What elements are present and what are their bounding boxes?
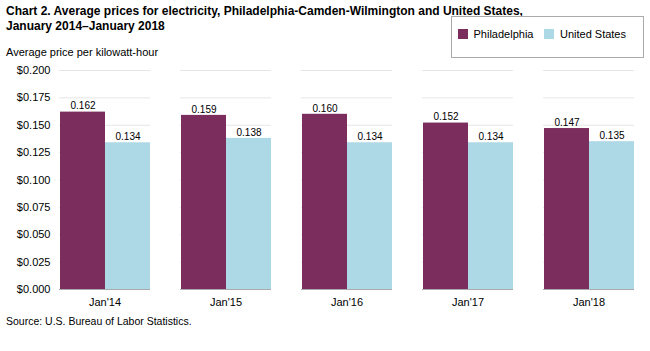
svg-text:0.134: 0.134 <box>357 131 382 142</box>
svg-text:0.147: 0.147 <box>554 117 579 128</box>
svg-text:$0.200: $0.200 <box>17 64 51 76</box>
svg-text:Jan'16: Jan'16 <box>331 296 363 308</box>
svg-text:0.162: 0.162 <box>70 100 95 111</box>
svg-text:0.160: 0.160 <box>312 103 337 114</box>
svg-text:$0.100: $0.100 <box>17 174 51 186</box>
svg-text:$0.125: $0.125 <box>17 146 51 158</box>
svg-text:$0.075: $0.075 <box>17 201 51 213</box>
svg-text:Jan'17: Jan'17 <box>452 296 484 308</box>
html-text:Source: U.S. Bureau of Labor S: Source: U.S. Bureau of Labor Statistics. <box>6 315 192 327</box>
svg-text:$0.150: $0.150 <box>17 119 51 131</box>
svg-text:$0.025: $0.025 <box>17 256 51 268</box>
svg-text:0.138: 0.138 <box>236 127 261 138</box>
svg-text:0.134: 0.134 <box>478 131 503 142</box>
svg-text:Jan'18: Jan'18 <box>573 296 605 308</box>
svg-text:0.135: 0.135 <box>599 130 624 141</box>
html-text:United States: United States <box>560 28 626 40</box>
svg-text:$0.175: $0.175 <box>17 91 51 103</box>
svg-text:Jan'15: Jan'15 <box>210 296 242 308</box>
svg-text:$0.050: $0.050 <box>17 228 51 240</box>
html-text:Average price per kilowatt-hou: Average price per kilowatt-hour <box>6 46 158 58</box>
html-text:Chart 2. Average prices for el: Chart 2. Average prices for electricity,… <box>6 4 523 18</box>
svg-text:0.159: 0.159 <box>191 104 216 115</box>
svg-text:0.134: 0.134 <box>115 131 140 142</box>
html-text:January 2014–January 2018: January 2014–January 2018 <box>6 19 165 33</box>
html-text:Philadelphia: Philadelphia <box>473 28 534 40</box>
svg-text:0.152: 0.152 <box>433 111 458 122</box>
svg-text:$0.000: $0.000 <box>17 283 51 295</box>
svg-text:Jan'14: Jan'14 <box>89 296 121 308</box>
